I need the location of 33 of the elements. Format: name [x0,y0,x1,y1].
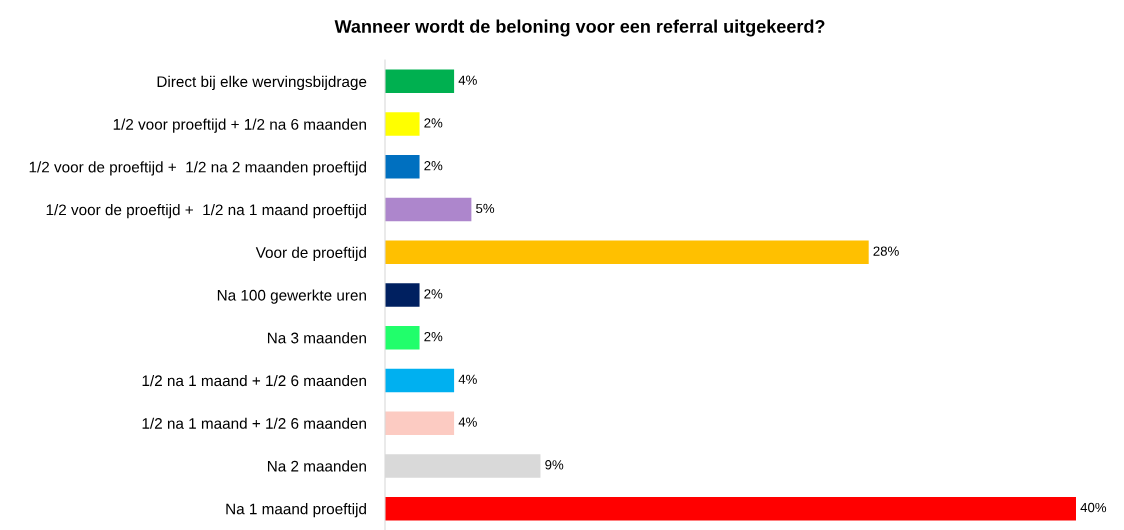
data-label: 2% [424,289,443,299]
data-label: 28% [873,246,899,256]
data-label: 4% [458,374,477,384]
bar [385,368,455,393]
y-tick-label: Voor de proeftijd [255,246,366,261]
bar [385,69,455,94]
bar [385,411,455,435]
y-tick-label: Direct bij elke wervingsbijdrage [157,75,367,91]
bar [385,112,420,136]
y-tick-label: Na 100 gewerkte uren [217,289,366,304]
bar [385,325,420,350]
y-tick-label: 1/2 na 1 maand + 1/2 6 maanden [142,374,366,387]
data-label: 2% [424,331,443,342]
bar [385,240,869,265]
data-label: 2% [424,118,443,128]
y-tick-label: Na 1 maand proeftijd [226,503,366,518]
data-label: 4% [458,75,477,85]
y-tick-label: 1/2 voor de proeftijd + 1/2 na 1 maand proeftijd [46,204,366,219]
data-label: 5% [476,203,495,214]
chart-title: Wanneer wordt de beloning voor een referral uitgekeerd? [334,19,825,37]
y-tick-label: Na 2 maanden [267,460,366,472]
bar [385,197,472,222]
y-tick-label: 1/2 voor proeftijd + 1/2 na 6 maanden [113,118,366,133]
data-label: 2% [424,161,443,171]
bar [385,496,1076,521]
y-tick-label: 1/2 na 1 maand + 1/2 6 maanden [142,417,366,429]
bar [385,283,420,307]
data-label: 4% [458,417,477,427]
bar [385,155,420,179]
y-tick-label: 1/2 voor de proeftijd + 1/2 na 2 maanden proeftijd [29,161,366,176]
y-tick-label: Na 3 maanden [267,332,366,344]
data-label: 9% [545,460,564,470]
data-label: 40% [1080,502,1107,513]
